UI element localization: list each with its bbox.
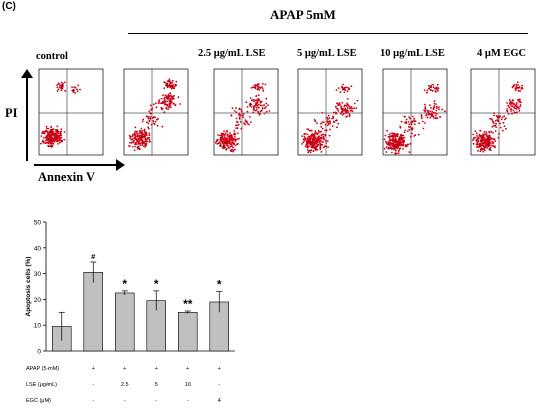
treatment-value: -	[187, 398, 189, 404]
treatment-value: -	[155, 398, 157, 404]
y-tick-label: 0	[37, 349, 41, 356]
panel-label-control: control	[36, 51, 68, 62]
treatment-value: -	[47, 366, 49, 372]
treatment-row-label: LSE (μg/mL)	[26, 382, 57, 388]
treatment-value: -	[124, 398, 126, 404]
y-axis-label: Apoptosis cells (%)	[25, 257, 32, 317]
cell-events	[301, 83, 359, 154]
y-tick-label: 30	[34, 271, 42, 278]
significance-mark: **	[183, 297, 193, 311]
significance-mark: *	[154, 277, 159, 291]
significance-mark: #	[91, 252, 96, 261]
treatment-value: +	[155, 366, 158, 372]
condition-bracket-line	[128, 33, 528, 34]
bar	[115, 292, 135, 352]
flow-plot-lse-10	[377, 67, 449, 159]
bar	[178, 311, 198, 352]
treatment-value: -	[92, 382, 94, 388]
cell-events	[128, 78, 181, 152]
panel-label-lse-10: 10 μg/mL LSE	[380, 48, 445, 59]
cell-events	[40, 81, 81, 148]
y-tick-label: 40	[34, 245, 42, 252]
treatment-value: 4	[218, 398, 221, 404]
treatment-value: -	[47, 398, 49, 404]
condition-title: APAP 5mM	[270, 7, 336, 22]
flow-plot-apap	[118, 67, 190, 159]
flow-plot-control	[33, 67, 105, 159]
panel-label-egc: 4 μM EGC	[477, 48, 527, 59]
treatment-value: +	[186, 366, 189, 372]
panel-label-lse-5: 5 μg/mL LSE	[297, 48, 357, 59]
treatment-row-label: APAP (5 mM)	[26, 366, 59, 372]
treatment-row-label: EGC (μM)	[26, 398, 51, 404]
plot-frame	[297, 68, 363, 156]
flow-plot-lse-2-5	[208, 67, 280, 159]
flow-plot-egc	[465, 67, 537, 159]
cell-events	[383, 83, 446, 155]
treatment-value: 5	[155, 382, 158, 388]
annexin-axis-label: Annexin V	[38, 170, 96, 184]
treatment-value: -	[92, 398, 94, 404]
treatment-value: 2.5	[121, 382, 129, 388]
treatment-value: -	[47, 382, 49, 388]
annexin-axis-arrow	[34, 159, 125, 171]
treatment-value: +	[218, 366, 221, 372]
panel-label-lse-2-5: 2.5 μg/mL LSE	[198, 48, 266, 59]
y-tick-label: 10	[34, 323, 42, 330]
plot-frame	[123, 68, 189, 156]
panel-label: (C)	[2, 1, 16, 12]
treatment-value: +	[92, 366, 95, 372]
treatment-value: 10	[185, 382, 191, 388]
plot-frame	[38, 68, 104, 156]
plot-frame	[213, 68, 279, 156]
y-tick-label: 50	[34, 220, 42, 227]
flow-plot-lse-5	[292, 67, 364, 159]
bar	[83, 272, 104, 352]
cell-events	[214, 83, 271, 153]
y-tick-label: 20	[34, 297, 42, 304]
pi-axis-arrow	[21, 69, 33, 161]
cell-events	[472, 81, 524, 153]
significance-mark: *	[217, 278, 222, 292]
significance-mark: *	[122, 277, 127, 291]
pi-axis-label: PI	[5, 106, 18, 120]
plot-frame	[470, 68, 536, 156]
plot-frame	[382, 68, 448, 156]
treatment-value: +	[123, 366, 126, 372]
treatment-value: -	[218, 382, 220, 388]
